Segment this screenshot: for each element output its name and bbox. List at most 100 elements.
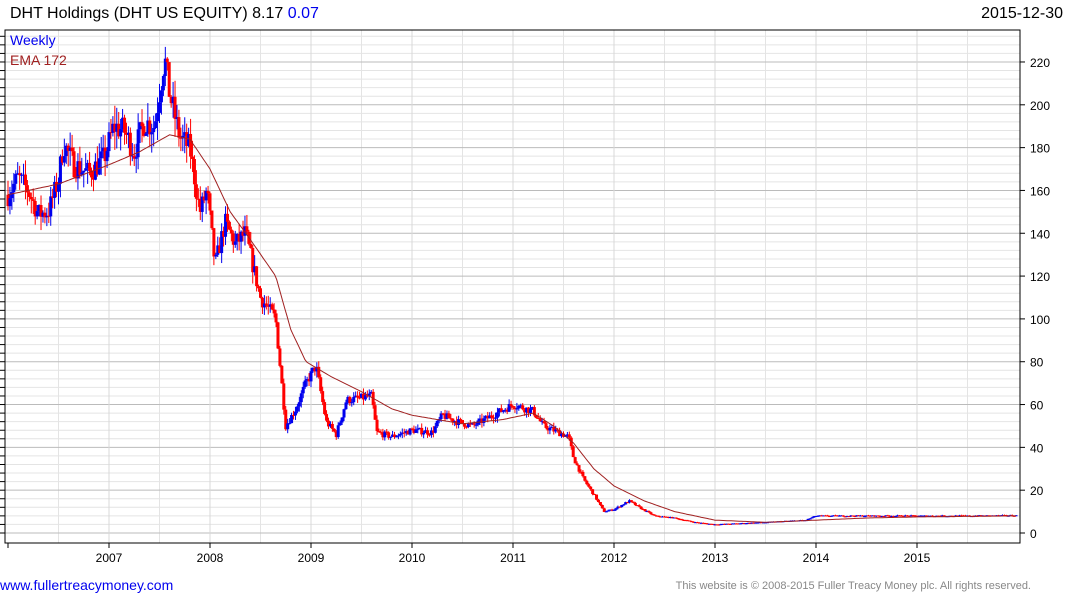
- weekly-bar-body: [60, 156, 64, 163]
- weekly-bar-body: [342, 409, 346, 418]
- weekly-bar-body: [602, 508, 606, 512]
- weekly-bar-body: [639, 506, 643, 510]
- weekly-bar-body: [200, 196, 204, 212]
- weekly-bar-body: [723, 523, 727, 525]
- weekly-bar-body: [624, 502, 628, 505]
- weekly-bar-body: [227, 221, 231, 230]
- weekly-bar-body: [373, 405, 377, 420]
- weekly-bar-body: [977, 515, 981, 517]
- weekly-bar-body: [365, 395, 369, 397]
- weekly-bar-body: [835, 515, 839, 517]
- legend-ema: EMA 172: [10, 52, 67, 68]
- weekly-bar-body: [478, 418, 482, 421]
- weekly-bar-body: [915, 515, 919, 517]
- weekly-bar-body: [86, 162, 90, 169]
- weekly-bar-body: [309, 371, 313, 382]
- weekly-bar-body: [239, 231, 243, 242]
- weekly-bar-body: [892, 516, 896, 518]
- weekly-bar-body: [1014, 515, 1018, 517]
- weekly-bar-body: [305, 378, 309, 381]
- weekly-bar-body: [890, 516, 894, 518]
- weekly-bar-body: [229, 229, 233, 234]
- chart-date: 2015-12-30: [981, 5, 1063, 22]
- weekly-bar-body: [752, 522, 756, 524]
- weekly-bar-body: [861, 515, 865, 517]
- weekly-bar-body: [730, 523, 734, 525]
- chart-title: DHT Holdings (DHT US EQUITY) 8.17 0.07: [10, 5, 319, 23]
- weekly-bar-body: [843, 516, 847, 518]
- weekly-bar-body: [806, 518, 810, 521]
- weekly-bar-body: [37, 205, 41, 212]
- weekly-bar-body: [488, 415, 492, 419]
- weekly-bar-body: [354, 395, 358, 397]
- weekly-bar-body: [979, 515, 983, 517]
- weekly-bar-body: [29, 197, 33, 200]
- weekly-bar-body: [888, 515, 892, 517]
- weekly-bar-body: [389, 436, 393, 438]
- weekly-bar-body: [703, 523, 707, 525]
- weekly-bar-body: [748, 522, 752, 524]
- weekly-bar-body: [429, 430, 433, 435]
- weekly-bar-body: [468, 423, 472, 425]
- weekly-bar-body: [729, 523, 733, 525]
- weekly-bar-body: [245, 226, 249, 232]
- weekly-bar-body: [863, 516, 867, 518]
- weekly-bar-body: [515, 408, 519, 410]
- weekly-bar-body: [925, 515, 929, 517]
- weekly-bar-body: [218, 245, 222, 254]
- weekly-bar-body: [171, 96, 175, 104]
- weekly-bar-body: [532, 407, 536, 416]
- weekly-bar-body: [185, 132, 189, 146]
- weekly-bar-body: [45, 215, 49, 218]
- weekly-bar-body: [107, 132, 111, 152]
- x-tick-label: 2008: [197, 551, 224, 565]
- weekly-bar-body: [144, 133, 148, 136]
- weekly-bar-body: [416, 428, 420, 430]
- weekly-bar-body: [128, 132, 132, 157]
- y-tick-label: 140: [1030, 227, 1050, 241]
- weekly-bar-body: [882, 516, 886, 518]
- weekly-bar-body: [538, 418, 542, 422]
- weekly-bar-body: [931, 515, 935, 517]
- weekly-bar-body: [88, 162, 92, 171]
- weekly-bar-body: [696, 522, 700, 524]
- weekly-bar-body: [204, 190, 208, 201]
- weekly-bar-body: [470, 423, 474, 425]
- weekly-bar-body: [356, 395, 360, 398]
- weekly-bar-body: [571, 446, 575, 458]
- weekly-bar-body: [99, 151, 103, 159]
- weekly-bar-body: [338, 422, 342, 426]
- y-tick-label: 200: [1030, 99, 1050, 113]
- weekly-bar-body: [288, 423, 292, 425]
- weekly-bar-body: [614, 508, 618, 510]
- weekly-bar-body: [381, 432, 385, 438]
- weekly-bar-body: [569, 437, 573, 447]
- weekly-bar-body: [202, 196, 206, 201]
- weekly-bar-body: [548, 427, 552, 431]
- weekly-bar-body: [426, 430, 430, 435]
- weekly-bar-body: [148, 120, 152, 135]
- weekly-bar-body: [472, 423, 476, 425]
- weekly-bar-body: [643, 509, 647, 512]
- weekly-bar-body: [622, 504, 626, 506]
- weekly-bar-body: [414, 429, 418, 433]
- weekly-bar-body: [90, 170, 94, 178]
- weekly-bar-body: [641, 509, 645, 511]
- y-tick-label: 180: [1030, 142, 1050, 156]
- weekly-bar-body: [192, 158, 196, 185]
- weekly-bar-body: [612, 509, 616, 511]
- site-link[interactable]: www.fullertreacymoney.com: [0, 577, 174, 593]
- weekly-bar-body: [758, 522, 762, 524]
- weekly-bar-body: [284, 409, 288, 430]
- weekly-bar-body: [492, 417, 496, 419]
- weekly-bar-body: [196, 198, 200, 200]
- weekly-bar-body: [82, 170, 86, 173]
- x-tick-label: 2013: [702, 551, 729, 565]
- weekly-bar-body: [132, 155, 136, 159]
- weekly-bar-body: [678, 519, 682, 521]
- weekly-bar-body: [833, 515, 837, 517]
- weekly-bar-body: [857, 515, 861, 517]
- weekly-bar-body: [765, 522, 769, 524]
- weekly-bar-body: [418, 427, 422, 429]
- y-tick-label: 220: [1030, 56, 1050, 70]
